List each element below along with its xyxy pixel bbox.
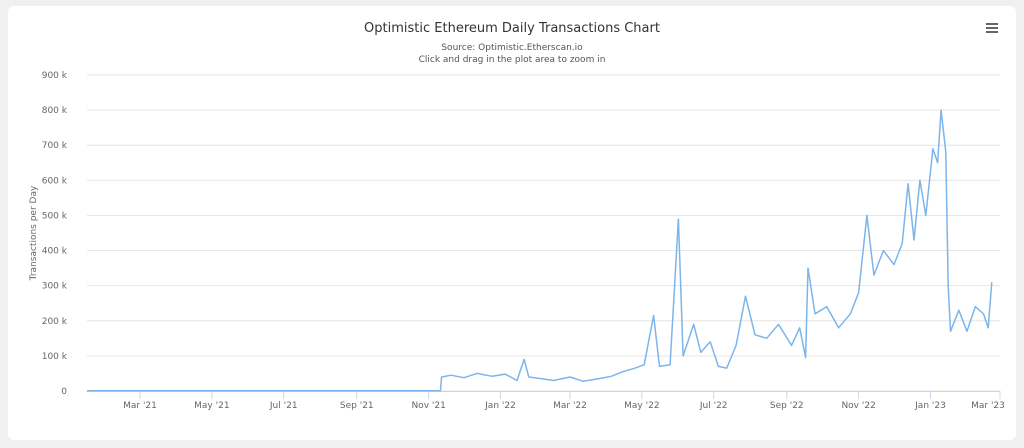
y-tick-label: 300 k <box>42 282 68 292</box>
y-axis-label: Transactions per Day <box>29 185 39 281</box>
x-tick-label: May '21 <box>194 401 229 411</box>
x-tick-label: May '22 <box>624 401 659 411</box>
y-tick-label: 800 k <box>42 106 68 116</box>
menu-bar[interactable] <box>986 31 998 33</box>
x-tick-label: Mar '22 <box>553 401 587 411</box>
y-tick-label: 900 k <box>42 71 68 81</box>
x-tick-label: Mar '23 <box>971 401 1005 411</box>
x-tick-label: Jan '22 <box>484 401 516 411</box>
y-tick-label: 600 k <box>42 176 68 186</box>
series-line <box>87 109 993 392</box>
x-tick-label: Jan '23 <box>914 401 946 411</box>
menu-button[interactable] <box>986 23 998 33</box>
card <box>8 6 1016 440</box>
y-tick-label: 400 k <box>42 247 68 257</box>
x-tick-label: Nov '22 <box>841 401 875 411</box>
x-tick-label: Sep '21 <box>340 401 374 411</box>
menu-bar[interactable] <box>986 23 998 25</box>
y-tick-label: 100 k <box>42 352 68 362</box>
y-tick-label: 500 k <box>42 211 68 221</box>
x-tick-label: Sep '22 <box>770 401 804 411</box>
y-tick-label: 700 k <box>42 141 68 151</box>
menu-bar[interactable] <box>986 27 998 29</box>
x-tick-label: Nov '21 <box>411 401 445 411</box>
y-tick-label: 0 <box>61 387 67 397</box>
y-tick-label: 200 k <box>42 317 68 327</box>
hint: Click and drag in the plot area to zoom … <box>419 55 606 65</box>
x-tick-label: Jul '22 <box>699 401 728 411</box>
subtitle: Source: Optimistic.Etherscan.io <box>441 43 583 53</box>
x-tick-label: Mar '21 <box>123 401 157 411</box>
x-tick-label: Jul '21 <box>269 401 298 411</box>
chart-title: Optimistic Ethereum Daily Transactions C… <box>364 21 660 36</box>
